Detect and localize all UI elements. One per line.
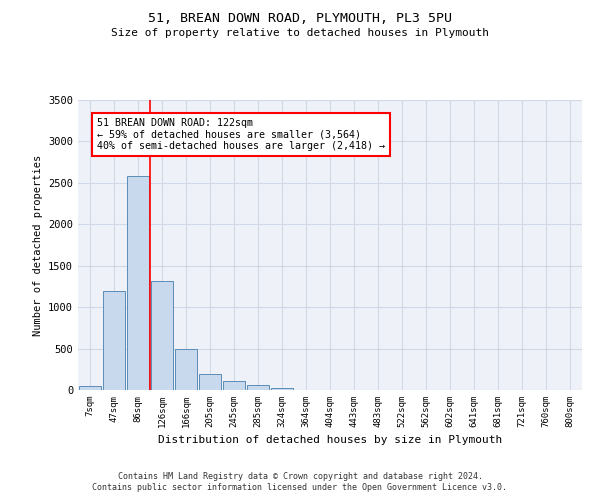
Bar [199,374,221,390]
Bar [175,350,197,390]
Text: Contains public sector information licensed under the Open Government Licence v3: Contains public sector information licen… [92,484,508,492]
Bar [247,386,269,390]
Bar [79,386,101,390]
Bar [271,388,293,390]
Text: 51 BREAN DOWN ROAD: 122sqm
← 59% of detached houses are smaller (3,564)
40% of s: 51 BREAN DOWN ROAD: 122sqm ← 59% of deta… [97,118,385,152]
Bar [223,381,245,390]
Text: Contains HM Land Registry data © Crown copyright and database right 2024.: Contains HM Land Registry data © Crown c… [118,472,482,481]
Bar [151,280,173,390]
Text: Size of property relative to detached houses in Plymouth: Size of property relative to detached ho… [111,28,489,38]
Bar [103,290,125,390]
Text: 51, BREAN DOWN ROAD, PLYMOUTH, PL3 5PU: 51, BREAN DOWN ROAD, PLYMOUTH, PL3 5PU [148,12,452,26]
Y-axis label: Number of detached properties: Number of detached properties [32,154,43,336]
Bar [127,176,149,390]
X-axis label: Distribution of detached houses by size in Plymouth: Distribution of detached houses by size … [158,436,502,446]
